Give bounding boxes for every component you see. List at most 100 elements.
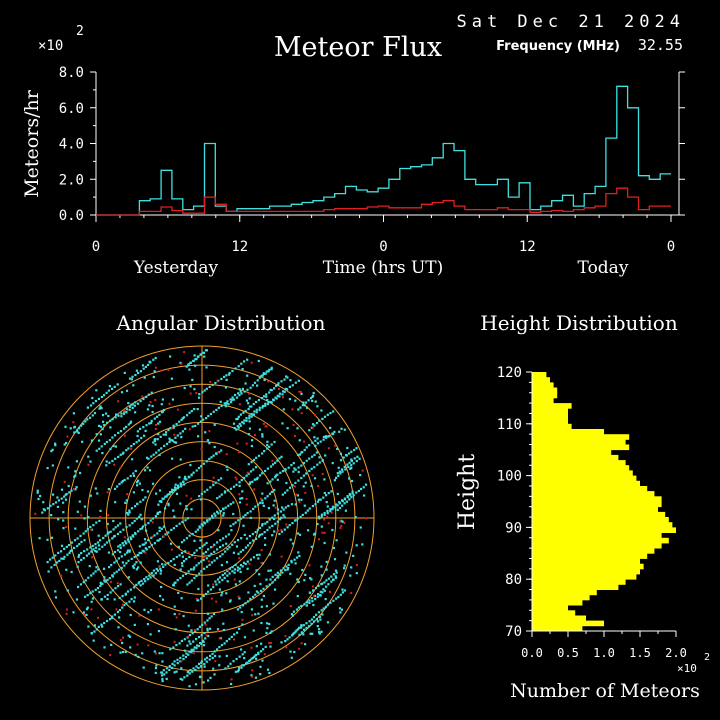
angular-point [271, 581, 274, 584]
angular-point [310, 597, 313, 600]
angular-point [98, 591, 101, 594]
angular-point [226, 574, 229, 577]
angular-point [357, 489, 360, 493]
angular-point [350, 566, 353, 569]
angular-point [313, 436, 316, 439]
height-x-tick-label: 2.0 [665, 646, 687, 660]
angular-point [348, 477, 351, 480]
angular-point [90, 600, 93, 603]
angular-point [313, 424, 316, 427]
angular-point [243, 360, 246, 363]
angular-point [239, 550, 242, 553]
angular-point [261, 406, 264, 409]
angular-point [224, 490, 227, 493]
angular-point [265, 395, 268, 398]
angular-point [290, 613, 293, 616]
angular-point [54, 501, 58, 504]
angular-point [103, 579, 106, 582]
angular-point [190, 579, 193, 582]
angular-point [147, 539, 150, 542]
angular-point [213, 423, 216, 426]
angular-point [114, 434, 117, 437]
angular-point [299, 515, 302, 518]
angular-red-point [218, 637, 221, 640]
angular-point [159, 435, 162, 438]
angular-point [73, 546, 76, 549]
angular-point [343, 465, 346, 468]
angular-point [86, 606, 89, 609]
angular-point [230, 401, 233, 404]
angular-point [324, 454, 327, 457]
angular-red-point [185, 494, 188, 497]
angular-point [237, 426, 240, 429]
angular-point [261, 435, 264, 438]
angular-point [75, 460, 78, 463]
angular-point [329, 601, 332, 604]
angular-point [263, 378, 266, 382]
angular-point [309, 397, 313, 400]
angular-point [140, 579, 143, 582]
angular-red-point [216, 380, 219, 383]
angular-red-point [188, 428, 191, 431]
angular-point [91, 544, 94, 547]
angular-point [134, 532, 137, 535]
angular-point [240, 648, 243, 651]
angular-point [296, 517, 299, 520]
angular-red-point [217, 450, 220, 453]
angular-point [355, 491, 358, 494]
angular-red-point [210, 597, 213, 600]
angular-point [322, 607, 325, 610]
angular-point [107, 488, 110, 491]
height-bar [532, 594, 590, 601]
angular-point [124, 593, 127, 596]
angular-point [94, 399, 97, 403]
angular-point [187, 653, 190, 656]
angular-point [276, 478, 279, 481]
angular-point [318, 419, 321, 422]
angular-point [202, 644, 206, 647]
angular-point [149, 576, 152, 579]
angular-point [241, 368, 244, 371]
angular-point [277, 382, 280, 385]
angular-point [54, 596, 58, 599]
angular-point [297, 479, 300, 482]
angular-point [303, 404, 306, 407]
angular-point [116, 610, 119, 614]
angular-point [56, 561, 59, 564]
angular-point [310, 467, 313, 470]
angular-point [154, 572, 157, 575]
angular-point [287, 563, 290, 566]
angular-point [184, 519, 187, 522]
angular-point [248, 482, 251, 485]
angular-point [64, 498, 68, 501]
angular-point [234, 367, 237, 370]
angular-point [330, 580, 333, 583]
angular-red-point [230, 678, 233, 681]
angular-point [60, 497, 63, 500]
angular-point [249, 597, 252, 600]
angular-point [70, 489, 73, 492]
angular-point [156, 532, 159, 535]
angular-point [282, 567, 285, 570]
angular-point [203, 543, 206, 546]
angular-point [220, 449, 223, 452]
angular-red-point [193, 629, 196, 631]
angular-point [172, 426, 175, 429]
angular-point [320, 609, 323, 612]
angular-point [93, 624, 96, 627]
angular-point [298, 626, 301, 629]
height-bar [532, 517, 669, 523]
angular-point [344, 468, 347, 471]
angular-red-point [234, 476, 237, 479]
angular-point [150, 572, 153, 575]
angular-point [152, 453, 155, 456]
angular-point [276, 508, 280, 511]
angular-point [119, 530, 122, 533]
angular-point [212, 454, 215, 457]
angular-red-point [260, 562, 263, 565]
angular-point [320, 515, 323, 518]
angular-red-point [65, 526, 68, 528]
angular-point [350, 458, 353, 461]
angular-point [148, 422, 151, 425]
angular-point [95, 566, 98, 569]
